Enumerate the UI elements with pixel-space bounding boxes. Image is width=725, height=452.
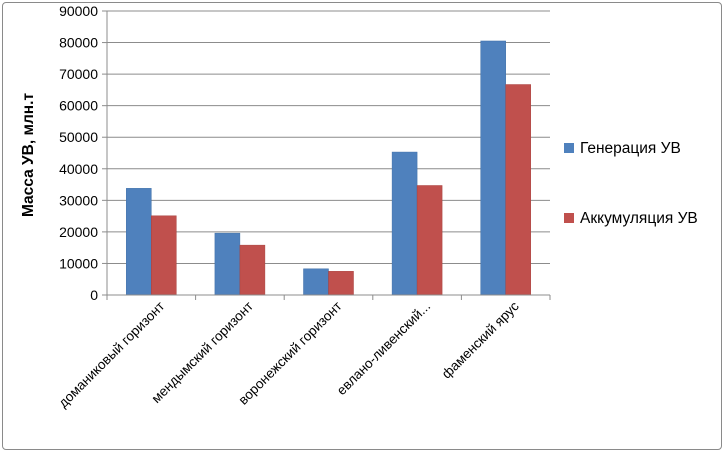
bar [505,84,531,296]
bar [151,215,177,296]
x-tick-label: воронежский горизонт [236,299,345,408]
bar [391,151,418,296]
axes [102,10,551,300]
bar [480,40,506,296]
y-tick-label: 80000 [59,35,98,51]
x-tick-label: евлано-ливенский... [334,299,433,398]
legend-label: Генерация УВ [580,140,681,157]
legend: Генерация УВ Аккумуляция УВ [564,140,698,227]
bar [126,188,152,296]
legend-swatch [564,143,574,153]
y-tick-label: 20000 [59,224,98,240]
y-tick-label: 0 [90,287,98,303]
y-tick-label: 90000 [59,3,98,19]
x-tick-label: фаменский ярус [439,298,522,381]
bar [416,185,443,296]
y-axis-label: Масса УВ, млн.т [20,93,37,218]
bar [214,232,241,296]
y-axis-ticks: 0 10000 20000 30000 40000 50000 60000 70000 8000… [59,3,98,303]
legend-label: Аккумуляция УВ [580,210,698,227]
y-tick-label: 10000 [59,255,98,271]
legend-swatch [564,213,574,223]
y-tick-label: 50000 [59,129,98,145]
bar [328,271,354,296]
bar [303,268,329,296]
y-tick-label: 60000 [59,98,98,114]
y-tick-label: 70000 [59,66,98,82]
bar [239,244,266,296]
y-tick-label: 30000 [59,192,98,208]
bars [126,40,531,296]
gridlines [107,10,550,264]
x-tick-label: мендымский горизонт [149,299,256,406]
y-tick-label: 40000 [59,161,98,177]
